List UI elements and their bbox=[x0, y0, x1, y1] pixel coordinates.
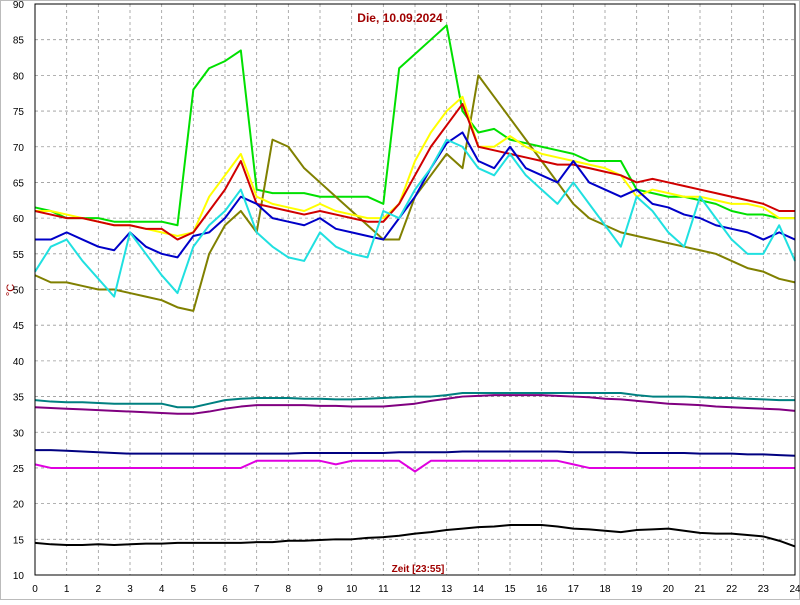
x-tick-label: 17 bbox=[568, 584, 580, 595]
series-line bbox=[35, 449, 796, 457]
series-line bbox=[34, 524, 796, 548]
series-line bbox=[34, 102, 795, 241]
x-tick-label: 22 bbox=[726, 584, 738, 595]
y-tick-label: 40 bbox=[13, 357, 25, 368]
y-tick-label: 80 bbox=[13, 71, 25, 82]
x-tick-label: 1 bbox=[64, 584, 70, 595]
y-axis-label: °C bbox=[5, 284, 17, 296]
y-tick-label: 10 bbox=[13, 571, 25, 582]
y-tick-label: 55 bbox=[13, 250, 25, 261]
y-tick-label: 35 bbox=[13, 393, 25, 404]
y-tick-label: 85 bbox=[13, 36, 25, 47]
series-line bbox=[35, 131, 796, 259]
x-axis-label: Zeit [23:55] bbox=[392, 564, 445, 575]
y-tick-label: 90 bbox=[13, 0, 25, 11]
chart-title: Die, 10.09.2024 bbox=[357, 11, 443, 25]
x-tick-label: 2 bbox=[96, 584, 102, 595]
x-tick-label: 14 bbox=[473, 584, 485, 595]
x-tick-label: 16 bbox=[536, 584, 548, 595]
y-tick-label: 60 bbox=[13, 214, 25, 225]
x-tick-label: 4 bbox=[159, 584, 165, 595]
x-tick-label: 7 bbox=[254, 584, 260, 595]
series-line bbox=[34, 24, 795, 227]
x-tick-label: 5 bbox=[191, 584, 197, 595]
y-tick-label: 20 bbox=[13, 500, 25, 511]
x-tick-label: 8 bbox=[286, 584, 292, 595]
y-tick-label: 30 bbox=[13, 428, 25, 439]
y-tick-label: 15 bbox=[13, 535, 25, 546]
y-tick-label: 75 bbox=[13, 107, 25, 118]
y-tick-label: 25 bbox=[13, 464, 25, 475]
x-tick-label: 19 bbox=[631, 584, 643, 595]
x-tick-label: 11 bbox=[378, 584, 389, 595]
x-tick-label: 6 bbox=[222, 584, 228, 595]
x-tick-label: 9 bbox=[317, 584, 323, 595]
x-tick-label: 3 bbox=[127, 584, 133, 595]
y-tick-label: 65 bbox=[13, 178, 25, 189]
series-line bbox=[34, 459, 795, 473]
x-tick-label: 12 bbox=[409, 584, 421, 595]
y-tick-label: 70 bbox=[13, 143, 25, 154]
series-line bbox=[34, 394, 796, 415]
y-tick-label: 45 bbox=[13, 321, 25, 332]
x-tick-label: 24 bbox=[789, 584, 800, 595]
x-tick-label: 13 bbox=[441, 584, 453, 595]
y-tick-label: 50 bbox=[13, 286, 25, 297]
x-tick-label: 21 bbox=[694, 584, 706, 595]
series-line bbox=[35, 95, 795, 237]
x-tick-label: 20 bbox=[663, 584, 675, 595]
plot-border bbox=[34, 3, 796, 576]
x-tick-label: 10 bbox=[346, 584, 358, 595]
x-tick-label: 0 bbox=[32, 584, 38, 595]
x-tick-label: 15 bbox=[504, 584, 516, 595]
series-line bbox=[34, 391, 795, 409]
x-tick-label: 18 bbox=[599, 584, 611, 595]
x-tick-label: 23 bbox=[758, 584, 770, 595]
series-line bbox=[34, 138, 796, 298]
